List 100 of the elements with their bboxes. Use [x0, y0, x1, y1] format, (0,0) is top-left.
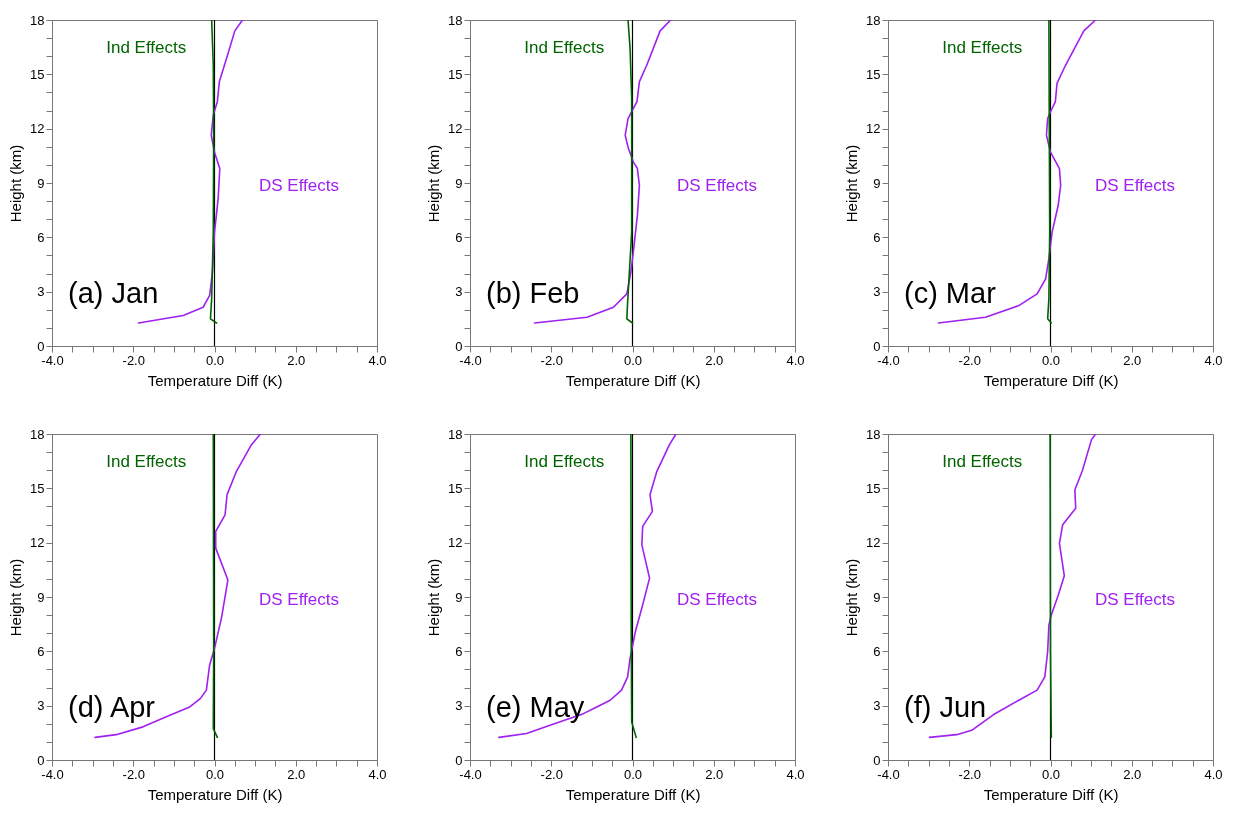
x-tick-label: -2.0: [540, 766, 563, 782]
series-label: Ind Effects: [524, 451, 605, 471]
x-axis-title: Temperature Diff (K): [147, 371, 283, 389]
y-axis-title: Height (km): [843, 144, 861, 223]
series-label: DS Effects: [259, 590, 339, 610]
x-tick-label: -2.0: [122, 352, 145, 368]
x-tick-label: 0.0: [623, 766, 643, 782]
text: (a) Jan: [68, 277, 159, 309]
x-axis-title: Temperature Diff (K): [565, 371, 701, 389]
y-tick-label: 6: [873, 229, 881, 245]
x-tick-label: 2.0: [1123, 352, 1142, 368]
y-tick-label: 6: [37, 229, 45, 245]
y-tick-label: 0: [37, 338, 45, 354]
series-label: DS Effects: [1095, 590, 1175, 610]
x-tick-label: -4.0: [877, 766, 900, 782]
y-tick-label: 0: [455, 338, 463, 354]
series-label: Ind Effects: [942, 451, 1023, 471]
series-label: DS Effects: [677, 590, 757, 610]
y-tick-label: 18: [866, 426, 881, 442]
text: DS Effects: [259, 176, 339, 196]
y-axis-title: Height (km): [7, 558, 25, 637]
x-tick-label: 2.0: [705, 352, 724, 368]
y-tick-label: 0: [37, 752, 45, 768]
y-tick-label: 12: [448, 121, 463, 137]
x-tick-label: 0.0: [1041, 352, 1061, 368]
x-tick-label: 2.0: [705, 766, 724, 782]
x-axis-title: Temperature Diff (K): [983, 371, 1119, 389]
y-tick-label: 9: [37, 175, 45, 191]
y-tick-label: 15: [866, 66, 881, 82]
x-tick-label: -4.0: [41, 352, 64, 368]
x-axis-title: Temperature Diff (K): [983, 785, 1119, 803]
x-tick-label: 0.0: [1041, 766, 1061, 782]
x-axis-title: Temperature Diff (K): [565, 785, 701, 803]
y-tick-label: 15: [866, 480, 881, 496]
text: (f) Jun: [904, 691, 987, 723]
x-tick-label: -2.0: [958, 766, 981, 782]
x-tick-label: -4.0: [459, 766, 482, 782]
y-tick-label: 18: [448, 12, 463, 28]
x-tick-label: 4.0: [786, 352, 805, 368]
x-tick-label: 4.0: [368, 352, 387, 368]
series-label: Ind Effects: [524, 37, 605, 57]
y-axis-title: Height (km): [425, 558, 443, 637]
y-tick-label: 12: [866, 535, 881, 551]
y-tick-label: 18: [30, 12, 45, 28]
y-tick-label: 6: [455, 229, 463, 245]
y-tick-label: 15: [30, 480, 45, 496]
y-tick-label: 9: [455, 175, 463, 191]
y-tick-label: 12: [30, 535, 45, 551]
x-tick-label: 4.0: [1204, 766, 1223, 782]
x-axis-title: Temperature Diff (K): [147, 785, 283, 803]
x-tick-label: 4.0: [786, 766, 805, 782]
y-tick-label: 6: [37, 643, 45, 659]
y-axis-title: Height (km): [843, 558, 861, 637]
y-tick-label: 18: [866, 12, 881, 28]
text: (e) May: [486, 691, 585, 723]
x-tick-label: -2.0: [958, 352, 981, 368]
y-tick-label: 3: [455, 698, 463, 714]
y-tick-label: 0: [455, 752, 463, 768]
y-axis-title: Height (km): [7, 144, 25, 223]
y-tick-label: 12: [866, 121, 881, 137]
y-tick-label: 3: [873, 284, 881, 300]
x-tick-label: 0.0: [205, 766, 225, 782]
x-tick-label: 0.0: [205, 352, 225, 368]
x-tick-label: 2.0: [287, 352, 306, 368]
y-tick-label: 0: [873, 752, 881, 768]
y-tick-label: 3: [37, 698, 45, 714]
text: (d) Apr: [68, 691, 156, 723]
x-tick-label: -4.0: [459, 352, 482, 368]
y-tick-label: 15: [448, 480, 463, 496]
y-tick-label: 15: [448, 66, 463, 82]
y-tick-label: 6: [873, 643, 881, 659]
y-tick-label: 0: [873, 338, 881, 354]
y-tick-label: 9: [455, 589, 463, 605]
x-tick-label: 4.0: [1204, 352, 1223, 368]
y-tick-label: 18: [30, 426, 45, 442]
y-tick-label: 3: [873, 698, 881, 714]
x-tick-label: 2.0: [1123, 766, 1142, 782]
y-axis-title: Height (km): [425, 144, 443, 223]
y-tick-label: 12: [448, 535, 463, 551]
y-tick-label: 18: [448, 426, 463, 442]
y-tick-label: 3: [455, 284, 463, 300]
y-tick-label: 3: [37, 284, 45, 300]
x-tick-label: -2.0: [540, 352, 563, 368]
text: (c) Mar: [904, 277, 997, 309]
y-tick-label: 15: [30, 66, 45, 82]
x-tick-label: -4.0: [877, 352, 900, 368]
x-tick-label: 2.0: [287, 766, 306, 782]
text: DS Effects: [1095, 176, 1175, 196]
series-label: Ind Effects: [106, 451, 187, 471]
series-label: Ind Effects: [106, 37, 187, 57]
y-tick-label: 9: [873, 175, 881, 191]
y-tick-label: 6: [455, 643, 463, 659]
x-tick-label: 0.0: [623, 352, 643, 368]
text: DS Effects: [677, 176, 757, 196]
y-tick-label: 12: [30, 121, 45, 137]
y-tick-label: 9: [37, 589, 45, 605]
series-label: Ind Effects: [942, 37, 1023, 57]
x-tick-label: -2.0: [122, 766, 145, 782]
y-tick-label: 9: [873, 589, 881, 605]
text: (b) Feb: [486, 277, 580, 309]
